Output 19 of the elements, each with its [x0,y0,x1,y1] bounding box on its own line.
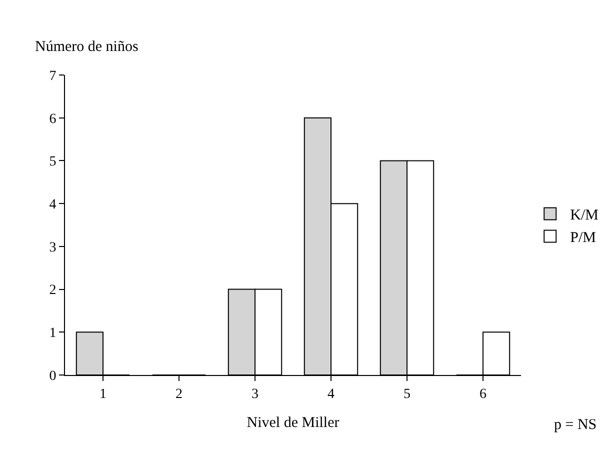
y-tick-label: 6 [49,112,56,127]
y-tick-label: 3 [49,240,56,256]
y-tick-label: 7 [49,68,56,84]
x-tick-label: 4 [328,386,334,402]
x-axis-title: Nivel de Miller [246,414,340,431]
text: p = NS [554,417,597,433]
y-tick-label: 4 [49,197,56,212]
y-tick-label: 0 [49,368,56,384]
y-tick-label: 1 [49,326,56,342]
legend-label: K/M [570,208,598,224]
x-tick-label: 2 [176,386,182,402]
y-tick-label: 2 [49,283,56,298]
x-tick-label: 3 [252,386,258,402]
legend-label: P/M [570,230,596,246]
x-tick-label: 6 [480,386,486,402]
x-tick-label: 5 [404,386,410,402]
x-tick-label: 1 [100,386,106,402]
y-axis-title: Número de niños [35,39,138,55]
y-tick-label: 5 [49,154,56,170]
